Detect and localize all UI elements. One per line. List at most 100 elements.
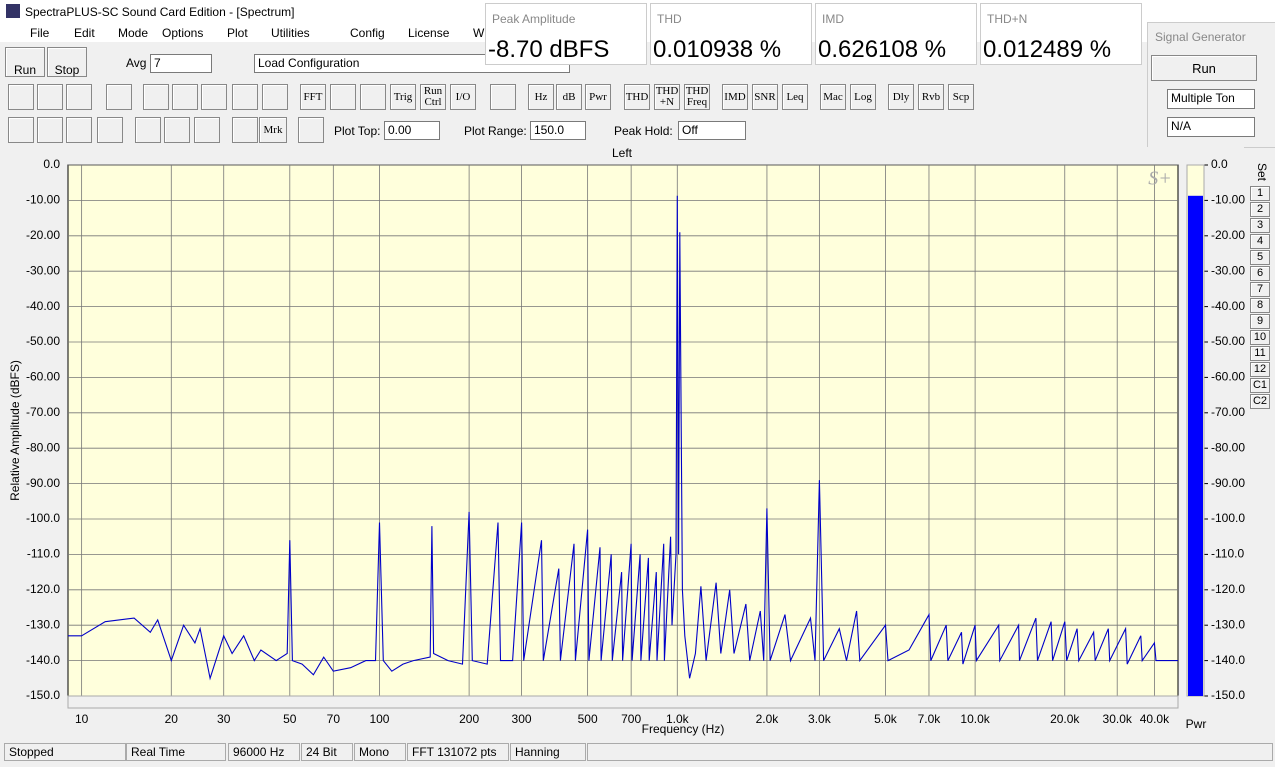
icon-button[interactable]	[490, 84, 516, 110]
run-button[interactable]: Run	[5, 47, 45, 77]
status-cell: Mono	[354, 743, 406, 761]
power-meter-label: Pwr	[1186, 717, 1207, 731]
icon-button[interactable]	[262, 84, 288, 110]
icon-button[interactable]	[97, 117, 123, 143]
toolbar-button[interactable]: THD	[624, 84, 650, 110]
meter-value: -8.70 dBFS	[488, 36, 610, 63]
meter-label: THD	[657, 12, 682, 26]
toolbar-button[interactable]: Rvb	[918, 84, 944, 110]
x-tick-label: 30	[217, 712, 231, 726]
power-meter-bar	[1188, 195, 1203, 696]
menu-item[interactable]: Utilities	[271, 26, 310, 40]
toolbar-button[interactable]: Trig	[390, 84, 416, 110]
toolbar-button[interactable]: THD Freq	[684, 84, 710, 110]
meter-panel: THD 0.010938 %	[650, 3, 812, 65]
y-tick-label: -60.00	[26, 370, 60, 384]
icon-button[interactable]	[66, 84, 92, 110]
generator-channel[interactable]: N/A	[1167, 117, 1255, 137]
x-tick-label: 70	[327, 712, 341, 726]
x-tick-label: 3.0k	[808, 712, 832, 726]
toolbar-button[interactable]: Leq	[782, 84, 808, 110]
meter-label: THD+N	[987, 12, 1028, 26]
set-button[interactable]: 2	[1250, 202, 1270, 217]
set-button[interactable]: 7	[1250, 282, 1270, 297]
menu-item[interactable]: Plot	[227, 26, 248, 40]
icon-button[interactable]	[143, 84, 169, 110]
icon-button[interactable]	[330, 84, 356, 110]
set-button[interactable]: 1	[1250, 186, 1270, 201]
plot-top-input[interactable]: 0.00	[384, 121, 440, 140]
toolbar-button[interactable]: Dly	[888, 84, 914, 110]
toolbar-button[interactable]: Hz	[528, 84, 554, 110]
generator-run[interactable]: Run	[1151, 55, 1257, 81]
toolbar-button[interactable]: I/O	[450, 84, 476, 110]
stop-button[interactable]: Stop	[47, 47, 87, 77]
menu-item[interactable]: License	[408, 26, 450, 40]
generator-mode[interactable]: Multiple Ton	[1167, 89, 1255, 109]
toolbar-button[interactable]: Mac	[820, 84, 846, 110]
peak-hold-select[interactable]: Off	[678, 121, 746, 140]
toolbar-button[interactable]: FFT	[300, 84, 326, 110]
toolbar-button[interactable]: Pwr	[585, 84, 611, 110]
meter-value: 0.012489 %	[983, 36, 1112, 63]
meter-panel: THD+N 0.012489 %	[980, 3, 1142, 65]
menu-item[interactable]: Edit	[74, 26, 95, 40]
icon-button[interactable]	[135, 117, 161, 143]
toolbar-button[interactable]: IMD	[722, 84, 748, 110]
icon-button[interactable]	[37, 117, 63, 143]
set-button[interactable]: 11	[1250, 346, 1270, 361]
y2-tick-label: -100.0	[1211, 511, 1245, 525]
y-tick-label: -70.00	[26, 405, 60, 419]
menu-item[interactable]: File	[30, 26, 50, 40]
icon-button[interactable]	[106, 84, 132, 110]
plot-range-input[interactable]: 150.0	[530, 121, 586, 140]
x-tick-label: 7.0k	[918, 712, 942, 726]
menu-item[interactable]: Mode	[118, 26, 149, 40]
toolbar-button[interactable]: dB	[556, 84, 582, 110]
set-button[interactable]: 8	[1250, 298, 1270, 313]
icon-button[interactable]	[172, 84, 198, 110]
icon-button[interactable]	[232, 117, 258, 143]
icon-button[interactable]	[164, 117, 190, 143]
y2-tick-label: -110.0	[1211, 547, 1244, 561]
set-button[interactable]: C2	[1250, 394, 1270, 409]
toolbar-button[interactable]: Scp	[948, 84, 974, 110]
set-button[interactable]: 10	[1250, 330, 1270, 345]
icon-button[interactable]	[360, 84, 386, 110]
menu-item[interactable]: Options	[162, 26, 204, 40]
x-tick-label: 1.0k	[666, 712, 690, 726]
y2-tick-label: -150.0	[1211, 688, 1245, 702]
set-button[interactable]: 12	[1250, 362, 1270, 377]
signal-generator-title: Signal Generator	[1155, 30, 1246, 44]
marker-button[interactable]: Mrk	[259, 117, 287, 143]
x-tick-label: 100	[369, 712, 389, 726]
set-button[interactable]: 6	[1250, 266, 1270, 281]
status-cell: 96000 Hz	[228, 743, 300, 761]
y2-tick-label: -30.00	[1211, 263, 1245, 277]
plot-range-label: Plot Range:	[464, 124, 527, 138]
icon-button[interactable]	[232, 84, 258, 110]
x-tick-label: 10	[75, 712, 89, 726]
set-button[interactable]: 9	[1250, 314, 1270, 329]
set-button[interactable]: 4	[1250, 234, 1270, 249]
icon-button[interactable]	[8, 84, 34, 110]
icon-button[interactable]	[8, 117, 34, 143]
y2-tick-label: -120.0	[1211, 582, 1245, 596]
status-cell: Real Time	[126, 743, 226, 761]
icon-button[interactable]	[298, 117, 324, 143]
avg-select[interactable]: 7	[150, 54, 212, 73]
toolbar-button[interactable]: Log	[850, 84, 876, 110]
icon-button[interactable]	[194, 117, 220, 143]
icon-button[interactable]	[66, 117, 92, 143]
toolbar-button[interactable]: Run Ctrl	[420, 84, 446, 110]
set-button[interactable]: C1	[1250, 378, 1270, 393]
y2-tick-label: -60.00	[1211, 370, 1245, 384]
toolbar-button[interactable]: SNR	[752, 84, 778, 110]
menu-item[interactable]: Config	[350, 26, 385, 40]
toolbar-button[interactable]: THD +N	[654, 84, 680, 110]
icon-button[interactable]	[201, 84, 227, 110]
set-button[interactable]: 5	[1250, 250, 1270, 265]
icon-button[interactable]	[37, 84, 63, 110]
set-button[interactable]: 3	[1250, 218, 1270, 233]
y2-tick-label: -130.0	[1211, 617, 1245, 631]
